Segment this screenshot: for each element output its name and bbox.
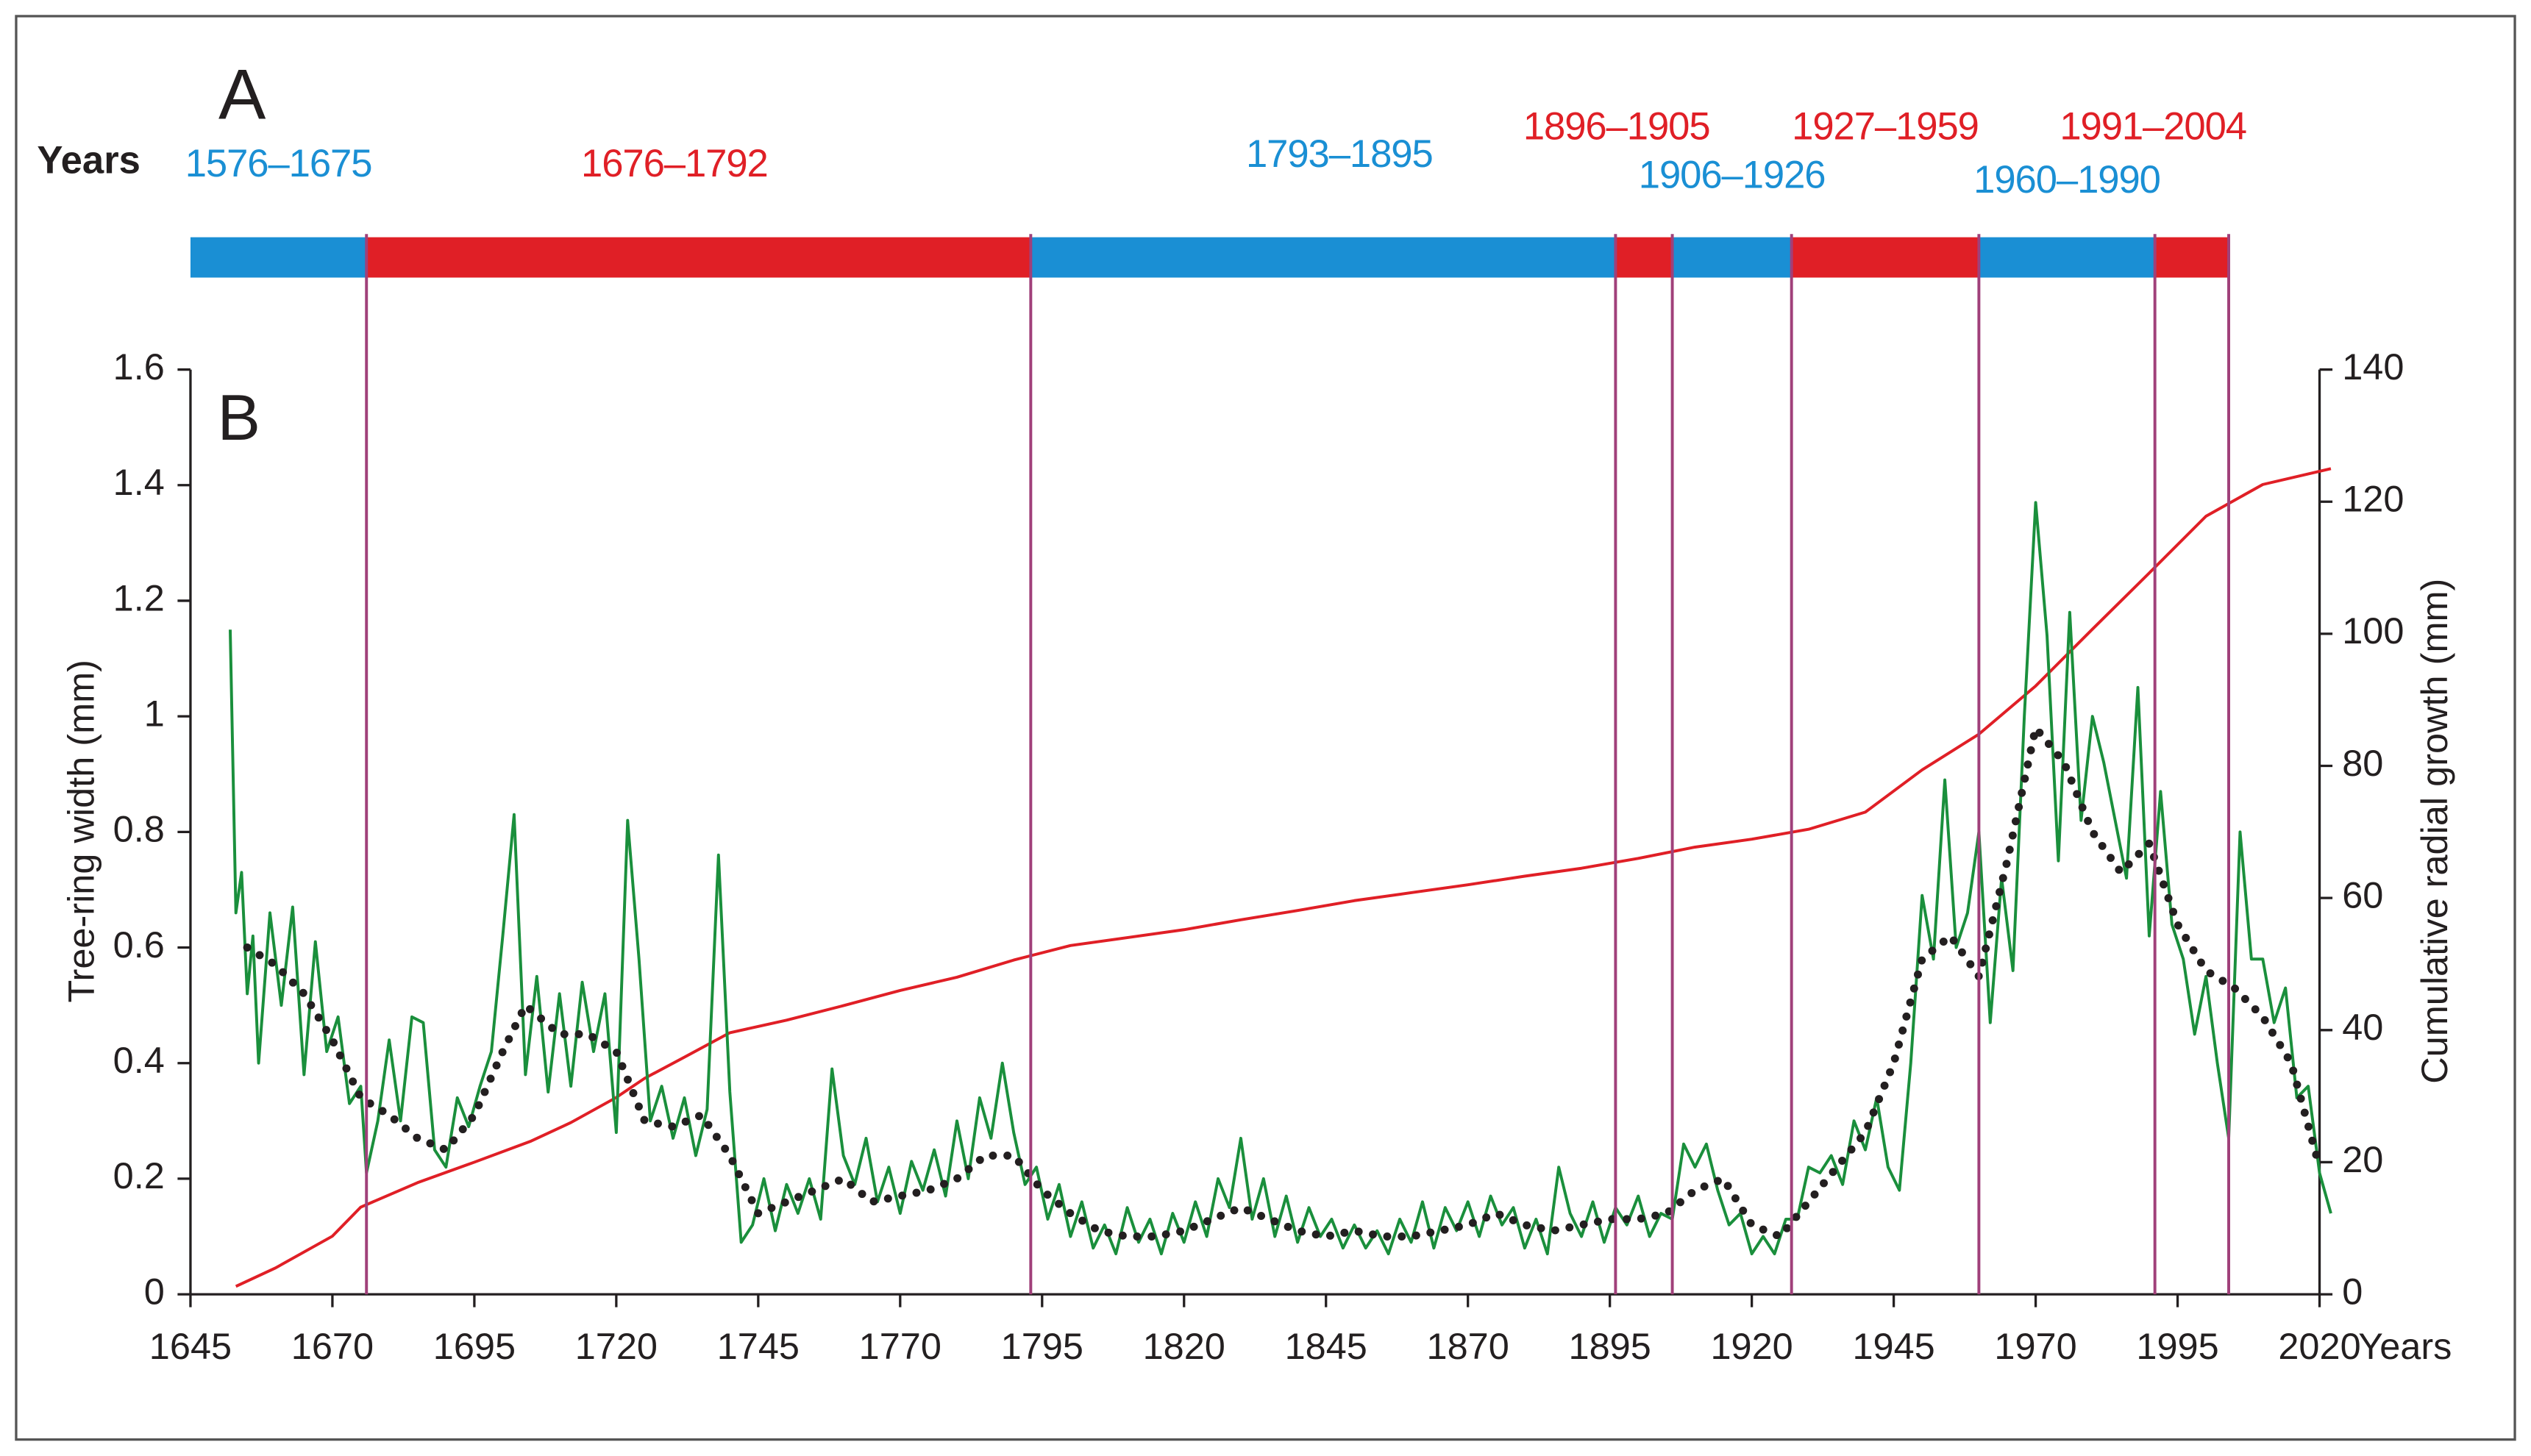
period-bar bbox=[1030, 237, 1616, 278]
y2-tick-label: 100 bbox=[2342, 610, 2404, 652]
period-axis-label: Years bbox=[37, 139, 140, 182]
x-tick-label: 1745 bbox=[717, 1325, 800, 1367]
line bbox=[243, 724, 2324, 1241]
x-tick-label: 1795 bbox=[1001, 1325, 1083, 1367]
y-tick-label: 1.4 bbox=[113, 461, 165, 503]
period-label: 1991–2004 bbox=[2060, 104, 2246, 148]
period-bar bbox=[2154, 237, 2229, 278]
period-label: 1676–1792 bbox=[581, 142, 768, 185]
x-tick-label: 1895 bbox=[1569, 1325, 1651, 1367]
line bbox=[235, 467, 2332, 1288]
y-tick-label: 0.2 bbox=[113, 1155, 165, 1196]
x-tick-label: 2020 bbox=[2278, 1325, 2360, 1367]
x-tick-label: 1845 bbox=[1285, 1325, 1367, 1367]
period-label: 1896–1905 bbox=[1523, 104, 1710, 148]
panel-label: A bbox=[218, 56, 266, 135]
x-tick-label: 1945 bbox=[1852, 1325, 1934, 1367]
x-tick-label: 1870 bbox=[1427, 1325, 1509, 1367]
y2-tick-label: 0 bbox=[2342, 1270, 2363, 1312]
y-tick-label: 1.6 bbox=[113, 346, 165, 388]
y2-tick-label: 20 bbox=[2342, 1138, 2383, 1180]
x-tick-label: 1695 bbox=[433, 1325, 516, 1367]
period-label: 1960–1990 bbox=[1973, 158, 2160, 201]
x-tick-label: 1670 bbox=[291, 1325, 374, 1367]
period-bar bbox=[366, 237, 1031, 278]
period-bar bbox=[1979, 237, 2155, 278]
y2-tick-label: 40 bbox=[2342, 1006, 2383, 1048]
y-tick-label: 0.6 bbox=[113, 924, 165, 966]
x-tick-label: 1645 bbox=[149, 1325, 232, 1367]
y-tick-label: 0.8 bbox=[113, 808, 165, 850]
y2-tick-label: 140 bbox=[2342, 346, 2404, 388]
y2-tick-label: 60 bbox=[2342, 874, 2383, 916]
y2-tick-label: 80 bbox=[2342, 742, 2383, 784]
x-tick-label: 1770 bbox=[859, 1325, 941, 1367]
period-label: 1906–1926 bbox=[1639, 153, 1826, 196]
x-tick-label: 1820 bbox=[1143, 1325, 1225, 1367]
period-label: 1576–1675 bbox=[185, 142, 372, 185]
y-tick-label: 1.2 bbox=[113, 577, 165, 618]
period-bar bbox=[1615, 237, 1673, 278]
period-bar bbox=[1672, 237, 1792, 278]
period-label: 1793–1895 bbox=[1246, 132, 1433, 176]
x-tick-label: 1920 bbox=[1710, 1325, 1793, 1367]
panel-label: B bbox=[218, 382, 261, 454]
y-tick-label: 0 bbox=[144, 1270, 165, 1312]
x-tick-label: 1970 bbox=[1994, 1325, 2076, 1367]
period-bar bbox=[1791, 237, 1979, 278]
y-axis-label: Tree-ring width (mm) bbox=[60, 660, 102, 1002]
frame bbox=[15, 15, 2516, 1441]
y-tick-label: 0.4 bbox=[113, 1039, 165, 1081]
x-tick-label: 1995 bbox=[2136, 1325, 2218, 1367]
y2-tick-label: 120 bbox=[2342, 478, 2404, 520]
x-tick-label: 1720 bbox=[575, 1325, 658, 1367]
line bbox=[229, 501, 2332, 1256]
y-tick-label: 1 bbox=[144, 692, 165, 734]
period-label: 1927–1959 bbox=[1792, 104, 1979, 148]
period-bar bbox=[190, 237, 367, 278]
y2-axis-label: Cumulative radial growth (mm) bbox=[2413, 579, 2455, 1084]
x-axis-label: Years bbox=[2358, 1325, 2452, 1367]
